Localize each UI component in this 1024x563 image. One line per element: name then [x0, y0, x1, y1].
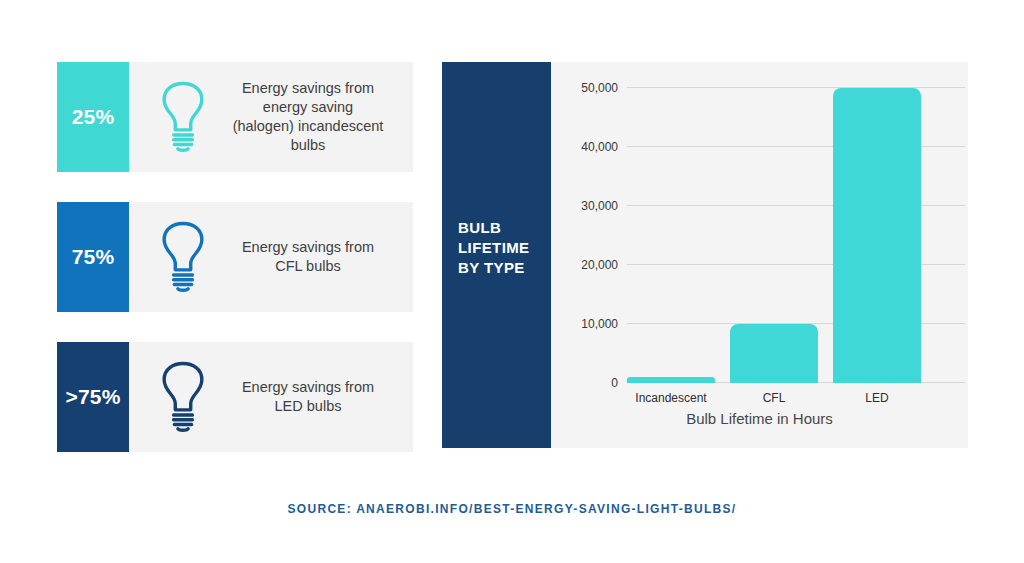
stats-column: 25% Energy savings from energy saving (h…: [57, 62, 413, 453]
stat-panel: Energy savings from LED bulbs: [129, 342, 413, 452]
stat-description: Energy savings from LED bulbs: [232, 378, 384, 416]
y-axis-tick-label: 10,000: [581, 316, 618, 332]
chart-side-label: BULB LIFETIME BY TYPE: [442, 218, 530, 292]
bulb-icon: [157, 81, 209, 153]
stat-card-cfl: 75% Energy savings from CFL bulbs: [57, 202, 413, 312]
stat-description: Energy savings from CFL bulbs: [232, 238, 384, 276]
bulb-icon: [157, 221, 209, 293]
y-axis-tick-label: 30,000: [581, 198, 618, 214]
chart-plot-area: 010,00020,00030,00040,00050,000: [627, 88, 965, 383]
source-row: SOURCE: ANAEROBI.INFO/BEST-ENERGY-SAVING…: [0, 499, 1024, 517]
bar-led: [833, 88, 921, 383]
infographic-root: 25% Energy savings from energy saving (h…: [0, 0, 1024, 563]
bars-row: [627, 88, 965, 383]
stat-value-block: 75%: [57, 202, 129, 312]
bar-chart: 010,00020,00030,00040,00050,000 Incandes…: [551, 62, 968, 448]
x-axis-tick-label: Incandescent: [627, 391, 715, 405]
stat-value: >75%: [65, 385, 120, 409]
y-axis-tick-label: 40,000: [581, 139, 618, 155]
stat-description: Energy savings from energy saving (halog…: [232, 79, 384, 155]
stat-panel: Energy savings from energy saving (halog…: [129, 62, 413, 172]
y-axis-tick-label: 20,000: [581, 257, 618, 273]
chart-side-band: BULB LIFETIME BY TYPE: [442, 62, 551, 448]
chart-section: BULB LIFETIME BY TYPE 010,00020,00030,00…: [442, 62, 968, 448]
chart-x-axis-labels: Incandescent CFL LED: [627, 391, 965, 405]
stat-value: 25%: [72, 105, 115, 129]
stat-value-block: >75%: [57, 342, 129, 452]
x-axis-tick-label: CFL: [730, 391, 818, 405]
bar-cfl: [730, 324, 818, 383]
stat-value-block: 25%: [57, 62, 129, 172]
bar-incandescent: [627, 377, 715, 383]
chart-x-axis-title: Bulb Lifetime in Hours: [551, 410, 968, 427]
source-text: SOURCE: ANAEROBI.INFO/BEST-ENERGY-SAVING…: [288, 502, 737, 516]
y-axis-tick-label: 50,000: [581, 80, 618, 96]
x-axis-tick-label: LED: [833, 391, 921, 405]
stat-card-led: >75% Energy savings from LED bulbs: [57, 342, 413, 452]
bulb-icon: [157, 361, 209, 433]
y-axis-tick-label: 0: [611, 375, 618, 391]
stat-panel: Energy savings from CFL bulbs: [129, 202, 413, 312]
stat-card-halogen: 25% Energy savings from energy saving (h…: [57, 62, 413, 172]
stat-value: 75%: [72, 245, 115, 269]
